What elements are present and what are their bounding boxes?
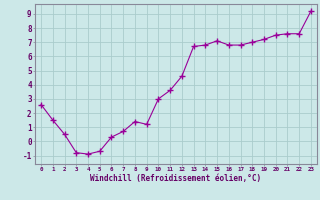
X-axis label: Windchill (Refroidissement éolien,°C): Windchill (Refroidissement éolien,°C) — [91, 174, 261, 183]
